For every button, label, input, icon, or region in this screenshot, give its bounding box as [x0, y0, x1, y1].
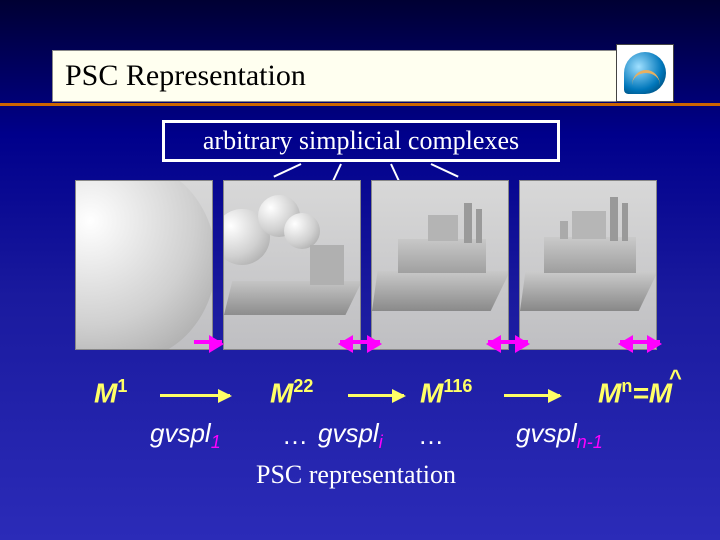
m-sup: 22	[293, 376, 313, 396]
gvspl-i: gvspli	[318, 418, 383, 453]
gv-sub: i	[379, 432, 383, 452]
m-base: M	[420, 377, 443, 408]
logo-box	[616, 44, 674, 102]
progress-arrow	[504, 394, 560, 397]
gv-base: gvspl	[150, 418, 211, 448]
eq: =	[632, 377, 648, 408]
gvspl-1: gvspl1	[150, 418, 221, 453]
model-stage-4	[519, 180, 657, 350]
logo-icon	[622, 50, 668, 96]
gvspl-row: gvspl1 … gvspli … gvspln-1	[0, 418, 720, 454]
slide: PSC Representation arbitrary simplicial …	[0, 0, 720, 540]
progress-arrow	[160, 394, 230, 397]
title-text: PSC Representation	[65, 59, 306, 93]
transition-arrow	[340, 340, 380, 344]
gv-sub: 1	[211, 432, 221, 452]
m-base: M	[94, 377, 117, 408]
hat-symbol: ^	[669, 365, 682, 391]
gvspl-n: gvspln-1	[516, 418, 603, 453]
gv-sub: n-1	[577, 432, 603, 452]
m-base: M	[598, 377, 621, 408]
title-underline	[0, 103, 720, 106]
fan-line	[273, 163, 301, 177]
m-sup: 116	[443, 376, 472, 396]
subtitle-box: arbitrary simplicial complexes	[162, 120, 560, 162]
ellipsis: …	[418, 420, 444, 451]
model-stage-3	[371, 180, 509, 350]
m-label-22: M22	[270, 376, 313, 409]
images-row	[75, 180, 668, 350]
model-stage-1	[75, 180, 213, 350]
fan-line	[431, 163, 459, 177]
transition-arrow	[620, 340, 660, 344]
progress-arrow	[348, 394, 404, 397]
m-label-116: M116	[420, 376, 472, 409]
model-stage-2	[223, 180, 361, 350]
title-bar: PSC Representation	[52, 50, 668, 102]
subtitle-text: arbitrary simplicial complexes	[203, 126, 519, 156]
m-sup: n	[621, 376, 632, 396]
transition-arrow	[488, 340, 528, 344]
gv-base: gvspl	[516, 418, 577, 448]
caption-box: PSC representation	[200, 456, 512, 494]
m-label-1: M1	[94, 376, 127, 409]
m-label-n: Mn=M	[598, 376, 672, 409]
transition-arrow	[194, 340, 222, 344]
gv-base: gvspl	[318, 418, 379, 448]
caption-text: PSC representation	[256, 460, 456, 490]
m-sup: 1	[117, 376, 127, 396]
m-base: M	[270, 377, 293, 408]
ellipsis: …	[282, 420, 308, 451]
